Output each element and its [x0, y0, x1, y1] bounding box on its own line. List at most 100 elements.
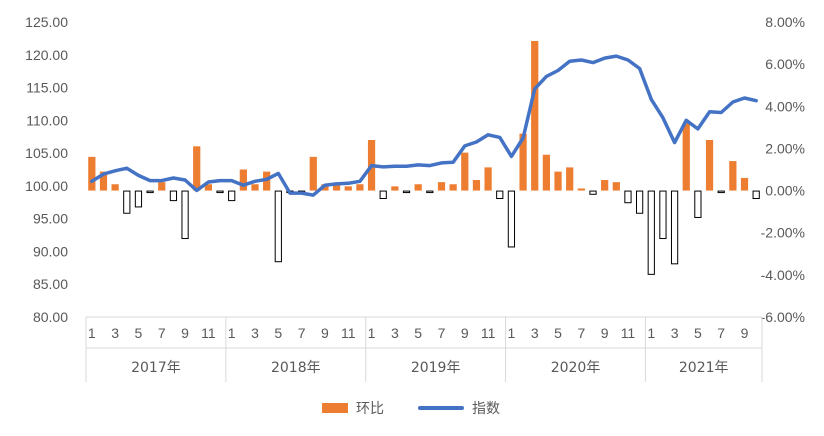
- x-axis-year-label: 2020年: [551, 360, 601, 376]
- bar: [134, 190, 143, 208]
- bar: [99, 171, 108, 191]
- bar: [88, 156, 96, 191]
- bar: [123, 190, 131, 214]
- bar: [169, 190, 178, 202]
- right-axis-tick-label: 2.00%: [765, 140, 805, 156]
- bar: [461, 152, 469, 191]
- x-axis-month-label: 3: [391, 325, 399, 341]
- left-axis-tick-label: 95.00: [33, 211, 68, 227]
- bar: [216, 190, 224, 194]
- bar: [601, 180, 609, 191]
- bar: [111, 184, 119, 191]
- x-axis-month-label: 1: [508, 325, 516, 341]
- x-axis-month-label: 5: [274, 325, 282, 341]
- right-axis-tick-label: 0.00%: [765, 183, 805, 199]
- bar: [577, 188, 585, 191]
- left-axis-tick-label: 115.00: [26, 80, 68, 96]
- right-axis-tick-label: -4.00%: [761, 267, 805, 283]
- left-axis-tick-label: 120.00: [25, 47, 68, 63]
- bar: [391, 186, 399, 191]
- bar: [682, 123, 690, 191]
- right-axis-tick-label: 4.00%: [765, 98, 805, 114]
- bar: [181, 190, 189, 240]
- right-axis-tick-label: -2.00%: [761, 225, 805, 241]
- x-axis-month-label: 7: [158, 325, 166, 341]
- x-axis-month-label: 9: [741, 325, 749, 341]
- bar: [519, 133, 527, 191]
- left-axis-tick-label: 85.00: [33, 276, 68, 292]
- x-axis-month-label: 9: [181, 325, 189, 341]
- x-axis-month-label: 5: [554, 325, 562, 341]
- axes-layer: 80.00 85.00 90.00 95.00 100.00 105.00 110.00 11…: [25, 14, 805, 325]
- bar: [717, 190, 725, 194]
- bar: [193, 146, 201, 191]
- bar: [542, 154, 550, 191]
- right-axis-tick-label: -6.00%: [761, 309, 805, 325]
- bar: [694, 190, 702, 218]
- legend: 环比 指数: [322, 401, 500, 417]
- legend-swatch-bar: [322, 403, 348, 413]
- bar: [449, 184, 457, 191]
- line-layer: [90, 54, 758, 197]
- bar: [496, 190, 504, 199]
- x-axis-month-label: 3: [251, 325, 259, 341]
- x-axis-month-label: 1: [647, 325, 655, 341]
- bar: [426, 190, 434, 194]
- left-axis-tick-label: 90.00: [33, 243, 68, 259]
- bars-layer: [88, 40, 760, 275]
- x-axis-month-label: 9: [461, 325, 469, 341]
- x-axis-month-label: 9: [321, 325, 329, 341]
- bar: [659, 190, 667, 240]
- left-axis-tick-label: 105.00: [25, 145, 68, 161]
- x-axis-year-label: 2018年: [271, 360, 321, 376]
- bar: [309, 156, 317, 191]
- bar: [647, 190, 655, 275]
- left-axis-tick-label: 80.00: [33, 309, 68, 325]
- x-axis-month-label: 11: [481, 325, 496, 341]
- x-axis-month-label: 11: [341, 325, 356, 341]
- bar: [228, 190, 236, 202]
- bar: [437, 182, 446, 191]
- x-axis-year-label: 2017年: [131, 360, 181, 376]
- bar: [484, 167, 492, 191]
- bar: [740, 177, 749, 191]
- right-axis-tick-label: 6.00%: [765, 56, 805, 72]
- bar: [158, 182, 166, 191]
- x-axis-month-label: 9: [601, 325, 609, 341]
- bar: [636, 190, 644, 214]
- bar: [472, 180, 481, 191]
- series-line: [90, 54, 758, 197]
- x-axis-month-label: 11: [201, 325, 216, 341]
- x-axis-month-label: 1: [228, 325, 236, 341]
- x-axis-year-label: 2019年: [411, 360, 461, 376]
- x-axis-month-label: 5: [414, 325, 422, 341]
- bar: [146, 190, 154, 194]
- bar: [204, 184, 212, 191]
- legend-label-line: 指数: [472, 401, 500, 417]
- bar: [752, 190, 760, 199]
- bar: [274, 190, 282, 263]
- left-axis-tick-label: 125.00: [25, 14, 68, 30]
- bar: [379, 190, 387, 199]
- bar: [344, 186, 352, 191]
- x-axis-month-label: 11: [621, 325, 636, 341]
- bar: [729, 161, 737, 191]
- bar: [402, 190, 411, 194]
- x-axis-month-label: 7: [577, 325, 585, 341]
- x-axis-month-label: 1: [88, 325, 96, 341]
- bar: [566, 167, 574, 191]
- x-axis-month-label: 7: [438, 325, 446, 341]
- x-axis-year-label: 2021年: [679, 360, 729, 376]
- right-axis-tick-label: 8.00%: [765, 14, 805, 30]
- bar: [705, 140, 714, 191]
- bar: [239, 169, 247, 191]
- legend-label-bar: 环比: [356, 401, 384, 417]
- x-axis-month-label: 7: [717, 325, 725, 341]
- bar: [670, 190, 679, 265]
- bar: [589, 190, 597, 195]
- bar: [414, 184, 422, 191]
- bar: [624, 190, 632, 204]
- left-axis-tick-label: 100.00: [25, 178, 68, 194]
- bar: [531, 40, 539, 191]
